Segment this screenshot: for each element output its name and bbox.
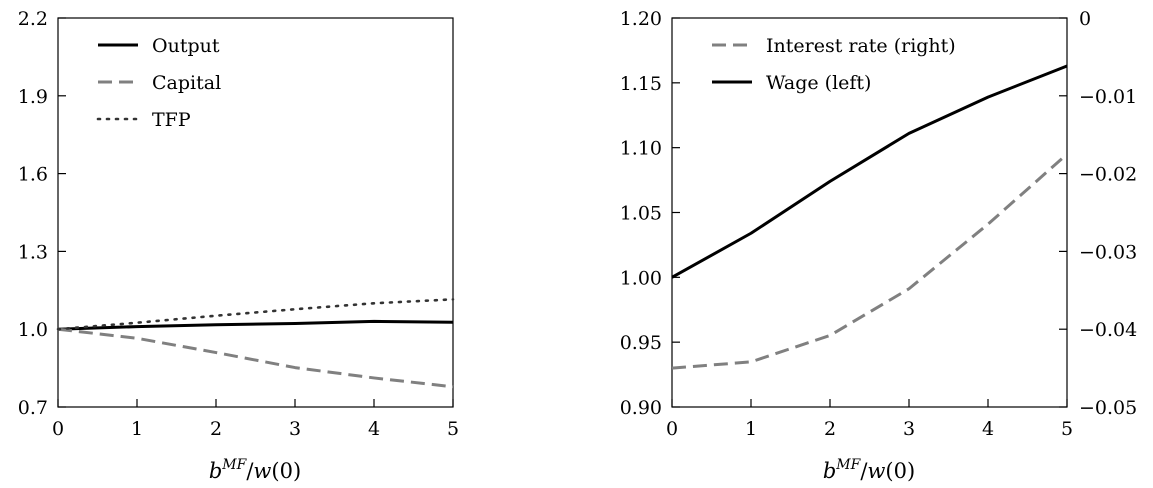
y-tick-label: 2.2 bbox=[18, 8, 48, 30]
left-x-axis-title: bMF/w(0) bbox=[209, 457, 301, 483]
x-tick-label: 5 bbox=[447, 418, 459, 440]
x-tick-label: 1 bbox=[745, 418, 757, 440]
right-x-axis-title: bMF/w(0) bbox=[823, 457, 915, 483]
y-right-tick-label: −0.02 bbox=[1079, 164, 1137, 186]
legend-label: Output bbox=[152, 35, 220, 57]
series-line-tfp bbox=[56, 298, 455, 331]
y-tick-label: 0.7 bbox=[18, 397, 48, 419]
y-right-tick-label: 0 bbox=[1079, 8, 1091, 30]
x-tick-label: 1 bbox=[131, 418, 143, 440]
x-tick-label: 0 bbox=[52, 418, 64, 440]
series-line-interest-rate-right bbox=[671, 153, 1068, 370]
legend-label: Wage (left) bbox=[766, 72, 871, 94]
legend-label: Interest rate (right) bbox=[766, 35, 956, 57]
y-tick-label: 1.6 bbox=[18, 164, 48, 186]
x-tick-label: 2 bbox=[824, 418, 836, 440]
y-tick-label: 1.3 bbox=[18, 241, 48, 263]
y-right-tick-label: −0.04 bbox=[1079, 319, 1137, 341]
y-tick-label: 0.95 bbox=[620, 332, 662, 354]
right-ticks: 0 1 2 3 4 5 0.90 0.95 1.00 1.05 1.10 1.15 1.20 −0.05 −… bbox=[620, 8, 1138, 440]
y-right-tick-label: −0.03 bbox=[1079, 241, 1137, 263]
left-plot-frame bbox=[57, 17, 454, 408]
y-right-tick-label: −0.01 bbox=[1079, 86, 1137, 108]
x-tick-label: 4 bbox=[982, 418, 994, 440]
left-chart-panel: 0 1 2 3 4 5 0.7 1.0 1.3 1.6 1.9 2.2 Output Capital TF… bbox=[18, 8, 459, 483]
y-tick-label: 1.15 bbox=[620, 73, 662, 95]
x-tick-label: 4 bbox=[368, 418, 380, 440]
y-tick-label: 1.0 bbox=[18, 319, 48, 341]
series-line-capital bbox=[57, 327, 454, 389]
left-series-lines bbox=[56, 298, 455, 389]
left-ticks: 0 1 2 3 4 5 0.7 1.0 1.3 1.6 1.9 2.2 bbox=[18, 8, 459, 440]
series-line-wage-left bbox=[671, 64, 1068, 279]
x-tick-label: 3 bbox=[289, 418, 301, 440]
y-tick-label: 1.20 bbox=[620, 8, 662, 30]
right-legend: Interest rate (right) Wage (left) bbox=[712, 35, 956, 94]
series-line-output bbox=[57, 319, 454, 331]
legend-label: TFP bbox=[152, 109, 191, 131]
x-tick-label: 5 bbox=[1061, 418, 1073, 440]
x-tick-label: 3 bbox=[903, 418, 915, 440]
x-tick-label: 0 bbox=[666, 418, 678, 440]
y-tick-label: 1.00 bbox=[620, 267, 662, 289]
left-legend: Output Capital TFP bbox=[96, 35, 221, 131]
y-tick-label: 0.90 bbox=[620, 397, 662, 419]
y-tick-label: 1.10 bbox=[620, 138, 662, 160]
y-tick-label: 1.05 bbox=[620, 203, 662, 225]
right-series-lines bbox=[671, 64, 1068, 370]
right-chart-panel: 0 1 2 3 4 5 0.90 0.95 1.00 1.05 1.10 1.15 1.20 −0.05 −… bbox=[620, 8, 1138, 483]
y-tick-label: 1.9 bbox=[18, 86, 48, 108]
y-right-tick-label: −0.05 bbox=[1079, 397, 1137, 419]
legend-label: Capital bbox=[152, 72, 221, 94]
x-tick-label: 2 bbox=[210, 418, 222, 440]
